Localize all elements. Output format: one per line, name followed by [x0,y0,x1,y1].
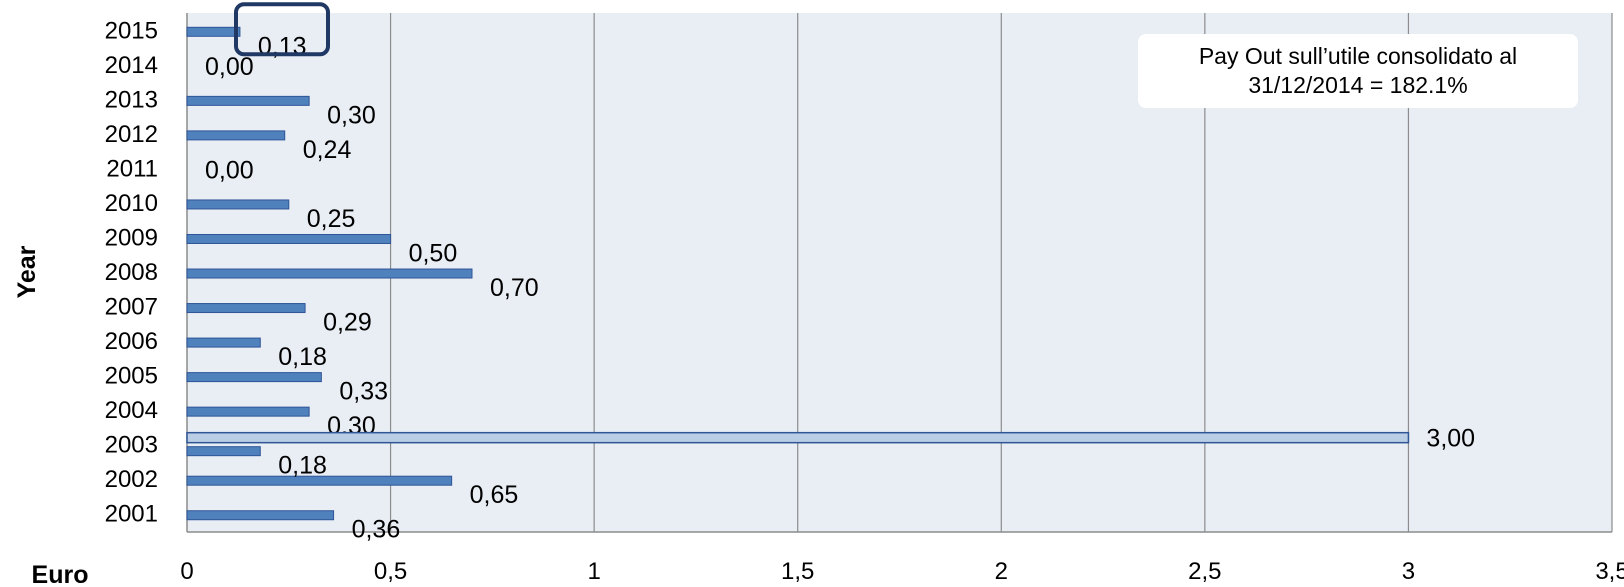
annotation-line-1: Pay Out sull’utile consolidato al [1198,43,1518,69]
y-tick-label: 2006 [105,328,158,355]
data-label: 0,36 [352,516,401,544]
y-tick-label: 2002 [105,466,158,493]
bar [186,95,310,106]
bar [186,446,261,457]
y-tick-label: 2015 [105,17,158,44]
y-tick-label: 2013 [105,86,158,113]
bar [186,233,392,244]
data-label: 0,24 [303,136,352,164]
bar [186,406,310,417]
x-tick-label: 0 [180,558,193,585]
bar [186,130,286,141]
x-axis-title: Euro [32,561,89,587]
bar-extra [186,431,1410,444]
data-label: 0,33 [339,378,388,406]
x-tick-label: 3 [1402,558,1415,585]
bar [186,199,290,210]
x-tick-label: 1,5 [781,558,814,585]
y-tick-label: 2007 [105,294,158,321]
highlight-box [234,2,330,57]
data-label: 0,00 [205,156,254,184]
y-tick-label: 2010 [105,190,158,217]
bar [186,372,322,383]
data-label: 0,25 [307,205,356,233]
y-tick-label: 2003 [105,432,158,459]
x-tick-label: 2 [995,558,1008,585]
bar [186,337,261,348]
x-tick-label: 1 [587,558,600,585]
data-label: 0,70 [490,274,539,302]
payout-annotation: Pay Out sull’utile consolidato al 31/12/… [1138,34,1578,108]
y-tick-label: 2005 [105,363,158,390]
x-tick-label: 0,5 [374,558,407,585]
x-tick-label: 3,5 [1595,558,1624,585]
bar [186,510,335,521]
y-tick-label: 2012 [105,121,158,148]
data-label: 0,30 [327,101,376,129]
y-tick-label: 2004 [105,397,158,424]
data-label: 0,18 [278,452,327,480]
y-tick-label: 2008 [105,259,158,286]
x-tick-label: 2,5 [1188,558,1221,585]
bar [186,475,453,486]
bar [186,268,473,279]
data-label: 0,29 [323,309,372,337]
y-tick-label: 2011 [106,155,158,182]
data-label-extra: 3,00 [1426,425,1475,453]
bar [186,303,306,314]
data-label: 0,65 [470,481,519,509]
y-axis-title: Year [13,245,41,298]
y-tick-label: 2014 [105,52,158,79]
data-label: 0,00 [205,53,254,81]
data-label: 0,50 [409,239,458,267]
data-label: 0,18 [278,343,327,371]
annotation-line-2: 31/12/2014 = 182.1% [1248,72,1468,98]
y-tick-label: 2001 [105,501,158,528]
y-tick-label: 2009 [105,224,158,251]
bar [186,26,241,37]
